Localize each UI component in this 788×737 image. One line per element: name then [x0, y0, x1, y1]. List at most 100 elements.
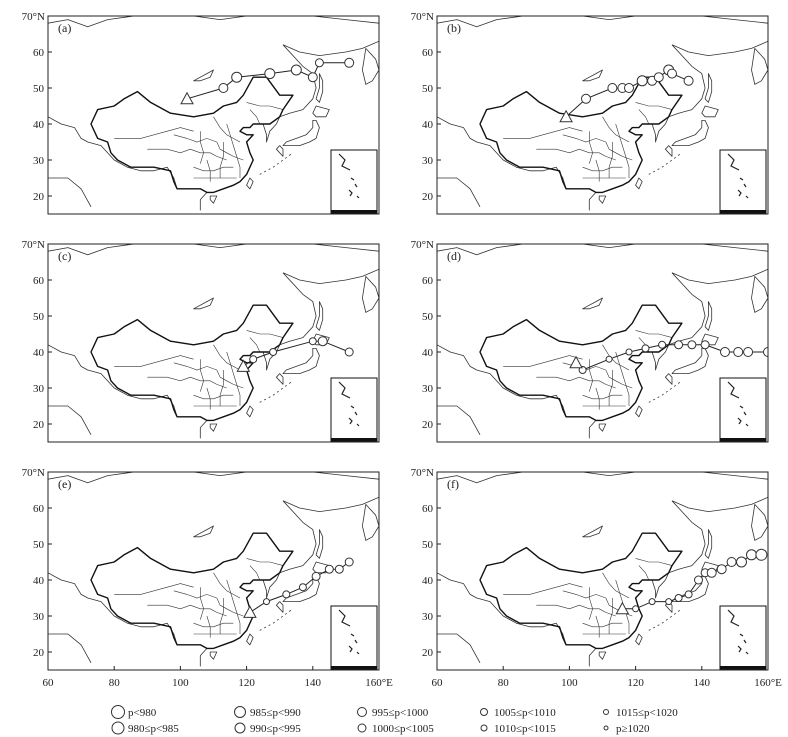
cyclone-position: [314, 58, 324, 68]
genesis-marker: [569, 355, 583, 369]
province-border: [200, 131, 204, 164]
cyclone-position: [674, 594, 683, 602]
y-tick-label: 30: [33, 383, 45, 395]
island-chain: [259, 380, 294, 403]
landmass-6: [209, 195, 218, 204]
y-tick-label: 60: [33, 503, 45, 515]
panel-frame: [47, 243, 380, 443]
province-border: [249, 337, 261, 353]
y-tick-label: 60: [422, 503, 434, 515]
province-border: [193, 166, 234, 172]
island-chain: [259, 608, 294, 631]
landmass-5: [246, 633, 254, 646]
inset-map: [719, 605, 767, 670]
y-tick-label-top: 70°N: [22, 11, 45, 23]
legend: p<980 985≤p<990 995≤p<1000 1005≤p<1010 1015≤…: [111, 705, 678, 735]
coastline-arctic: [48, 16, 379, 28]
province-border: [249, 109, 261, 125]
inset-map: [330, 149, 378, 214]
panel-label: (c): [58, 249, 71, 263]
china-border: [479, 304, 683, 422]
province-border: [246, 330, 284, 338]
landmass-3: [282, 576, 320, 602]
china-border: [479, 532, 683, 650]
y-tick-label: 50: [422, 83, 434, 95]
panel-label: (e): [58, 477, 71, 491]
landmass-3: [671, 347, 709, 375]
cyclone-position: [607, 83, 618, 93]
province-border: [226, 579, 241, 634]
landmass-3: [671, 120, 709, 147]
province-border: [602, 116, 630, 143]
cyclone-position: [743, 347, 754, 357]
inset-map: [719, 377, 767, 442]
province-border: [503, 127, 583, 139]
map-content: [437, 244, 768, 439]
y-tick-label: 30: [33, 611, 45, 623]
border-central-asia: [437, 572, 567, 645]
y-tick-label: 40: [33, 575, 45, 587]
province-border: [147, 604, 191, 610]
province-border: [216, 141, 244, 161]
cyclone-position: [684, 590, 693, 599]
province-border: [147, 148, 191, 154]
province-border: [190, 376, 227, 389]
x-tick-label: 80: [498, 677, 510, 689]
province-border: [638, 565, 650, 581]
landmass-3: [282, 347, 320, 375]
legend-symbol: [234, 722, 246, 734]
province-border: [582, 166, 623, 172]
legend-symbol: [111, 721, 125, 735]
x-tick-label: 140: [694, 677, 711, 689]
x-tick-label: 160°E: [754, 677, 782, 689]
province-border: [226, 351, 241, 406]
landmass-6: [209, 651, 218, 660]
landmass-6: [209, 423, 218, 432]
panel-label: (d): [447, 249, 461, 263]
landmass-7: [193, 297, 214, 310]
cyclone-position: [648, 598, 656, 606]
province-border: [595, 387, 600, 410]
province-border: [582, 622, 623, 628]
cyclone-position: [674, 340, 684, 350]
y-tick-label: 60: [33, 275, 45, 287]
cyclone-position: [308, 337, 317, 346]
map-content: [48, 16, 379, 211]
province-border: [595, 615, 600, 638]
landmass-1: [361, 275, 379, 313]
cyclone-position: [624, 83, 634, 93]
panel-frame: [436, 243, 769, 443]
landmass-5: [246, 405, 254, 418]
legend-label: p≥1020: [616, 723, 650, 735]
legend-symbol: [480, 724, 488, 732]
cyclone-position: [290, 64, 302, 76]
china-border: [479, 76, 683, 194]
cyclone-position: [706, 567, 717, 578]
landmass-4: [665, 145, 673, 157]
cyclone-position: [632, 605, 640, 613]
coastline-arctic: [437, 244, 768, 256]
coastline-arctic: [437, 16, 768, 28]
border-central-asia: [48, 572, 178, 645]
landmass-2: [701, 105, 719, 118]
cyclone-position: [687, 340, 697, 350]
province-border: [562, 590, 606, 599]
cyclone-position: [231, 71, 243, 83]
province-border: [206, 387, 211, 410]
genesis-marker: [615, 601, 630, 615]
cyclone-position: [636, 75, 648, 87]
province-border: [193, 394, 234, 400]
china-border: [90, 76, 294, 194]
cyclone-position: [581, 93, 591, 104]
province-border: [582, 394, 623, 400]
landmass-7: [582, 525, 603, 538]
cyclone-position: [653, 72, 664, 83]
landmass-5: [635, 633, 643, 646]
province-border: [114, 583, 194, 595]
province-border: [249, 565, 261, 581]
province-border: [190, 604, 227, 617]
panel-frame: [436, 471, 769, 671]
coastline-east-asia: [588, 272, 706, 439]
map-content: [437, 16, 768, 211]
